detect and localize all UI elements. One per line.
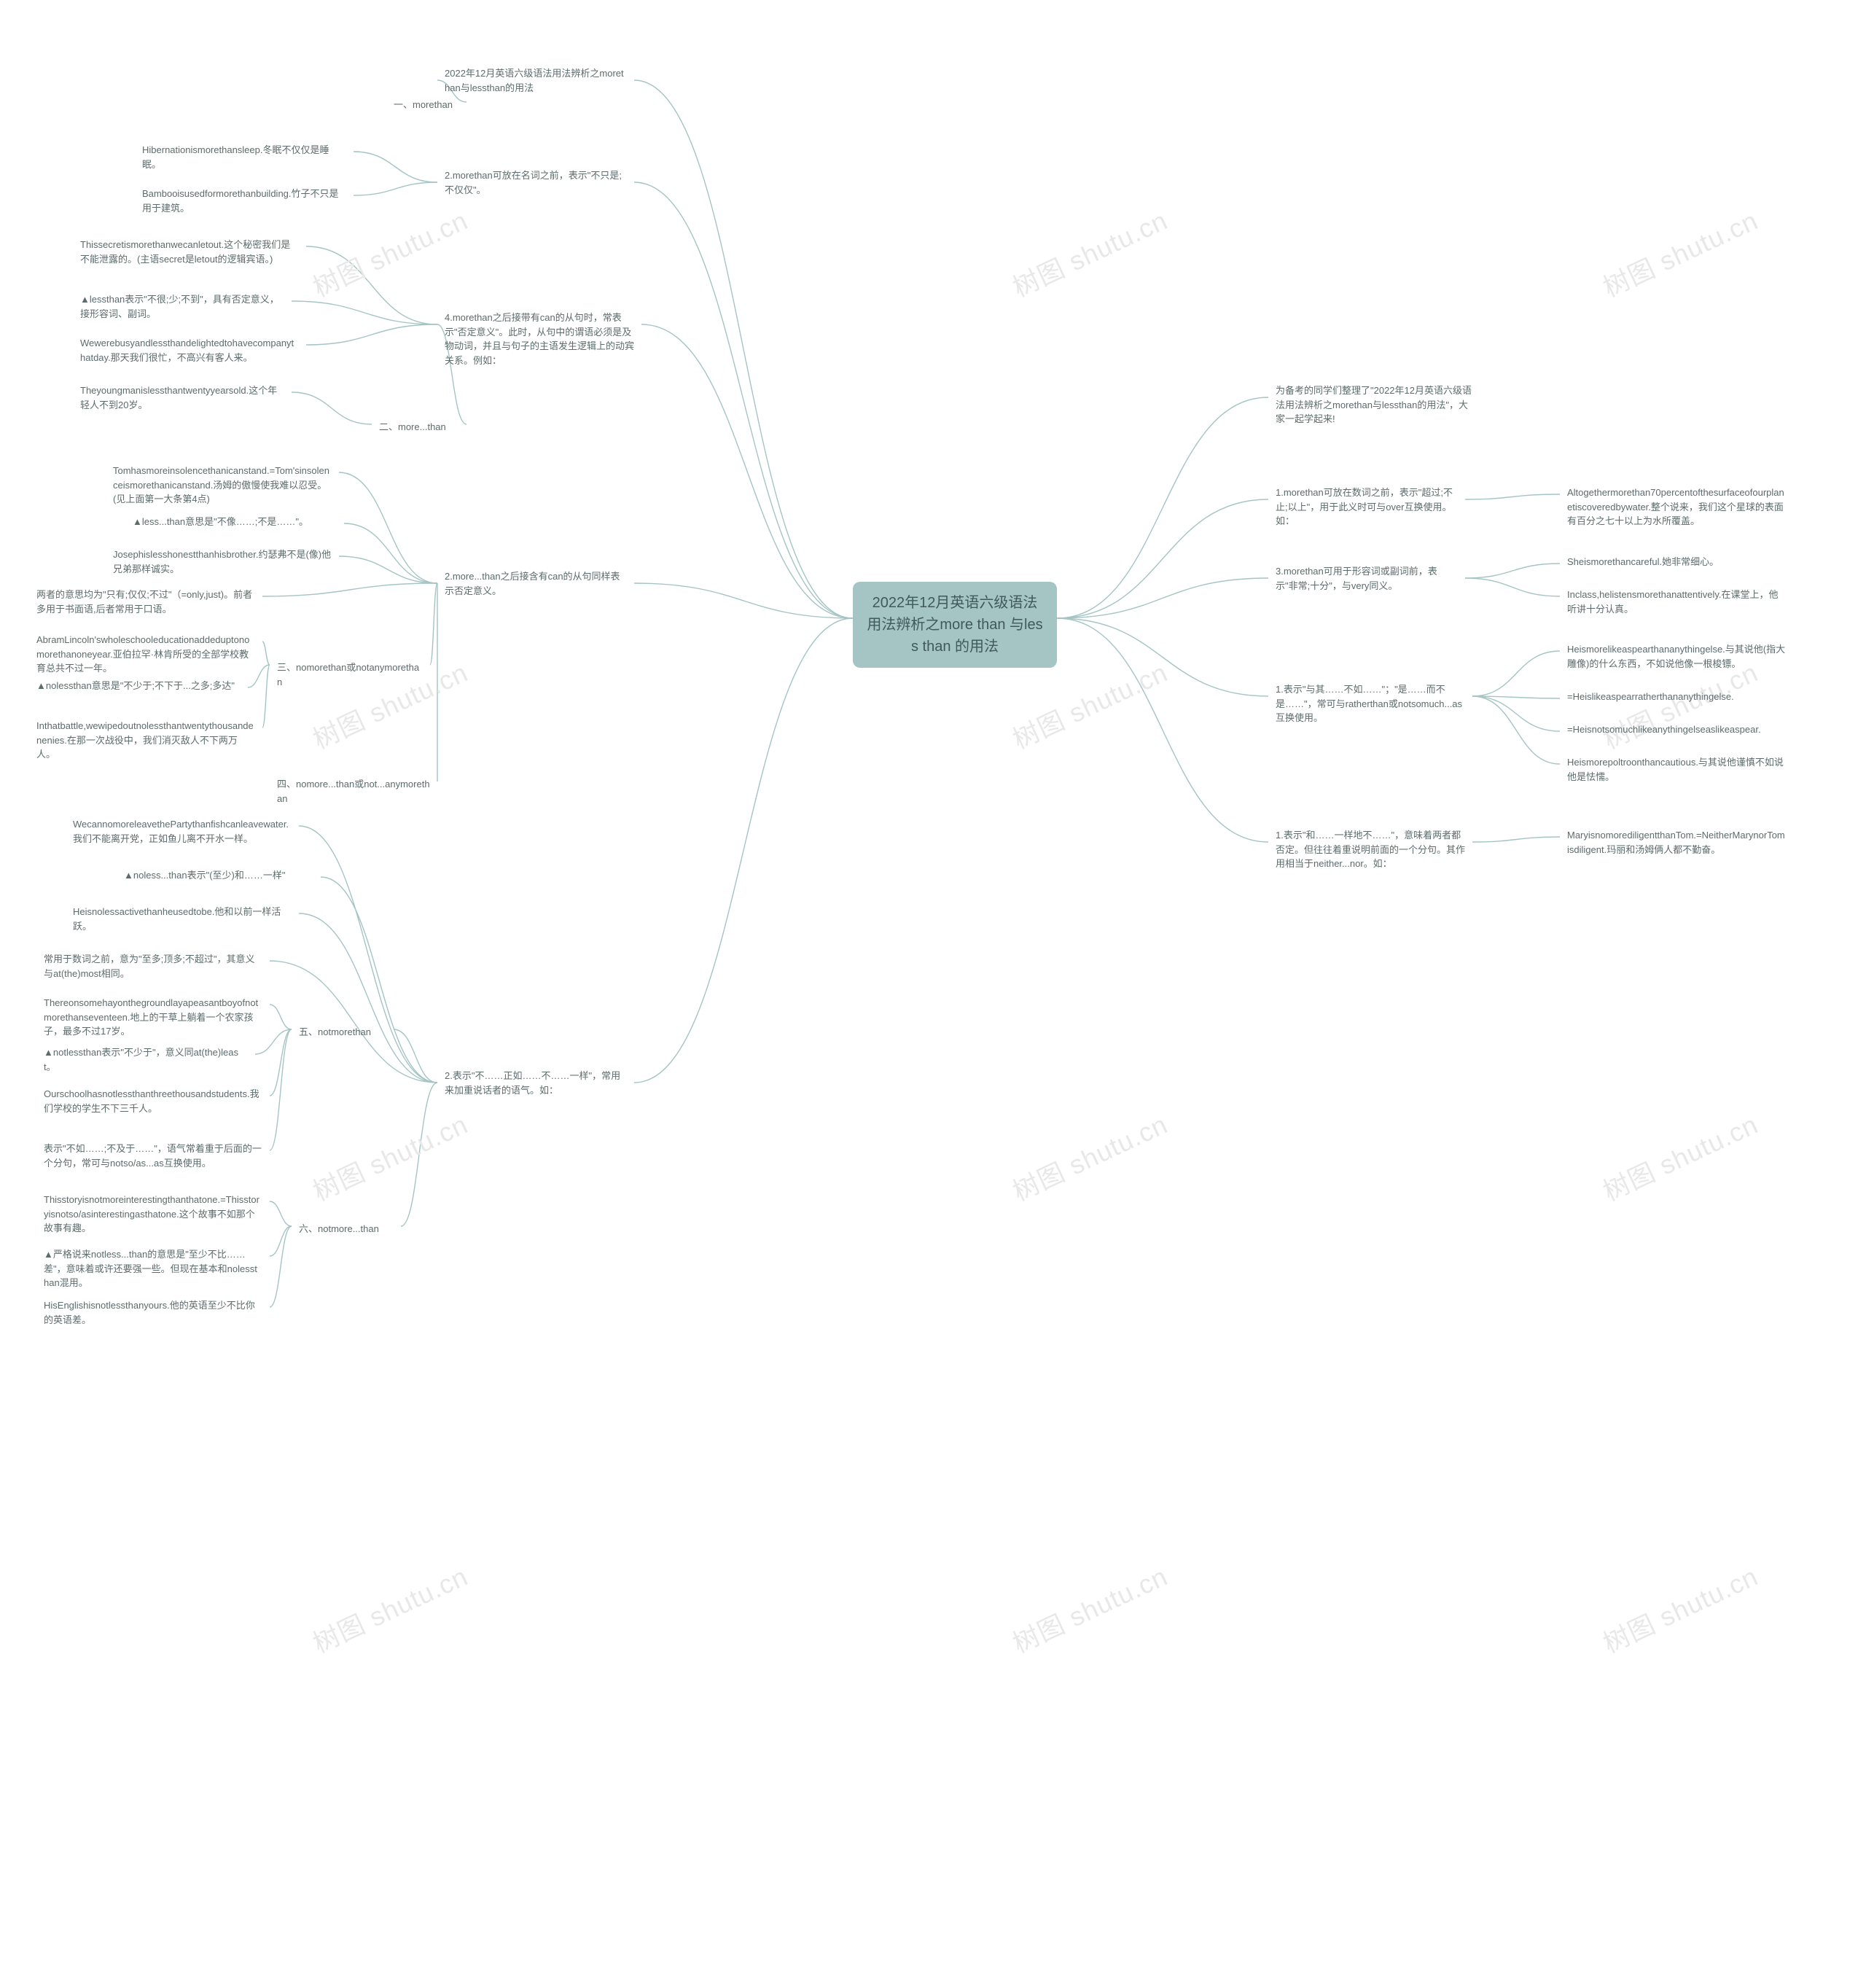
left-leaf-2-3: Theyoungmanislessthantwentyyearsold.这个年轻… [73,379,292,416]
left-branch-2: 4.morethan之后接带有can的从句时，常表示"否定意义"。此时，从句中的… [437,306,641,372]
left-sub-0: 一、morethan [386,93,466,117]
right-leaf-3-0: Heismorelikeaspearthananythingelse.与其说他(… [1560,638,1793,675]
left-leaf-4-5: ▲notlessthan表示"不少于"，意义同at(the)least。 [36,1041,255,1078]
left-leaf-3-6: Inthatbattle,wewipedoutnolessthantwentyt… [29,714,262,766]
left-tail-3: 四、nomore...than或not...anymorethan [270,773,437,810]
left-leaf-4-4: Thereonsomehayonthegroundlayapeasantboyo… [36,991,270,1043]
left-leaf-4-7: 表示"不如……;不及于……"，语气常着重于后面的一个分句，常可与notso/as… [36,1137,270,1174]
left-leaf-3-0: Tomhasmoreinsolencethanicanstand.=Tom'si… [106,459,339,511]
left-leaf-3-2: Josephislesshonestthanhisbrother.约瑟弗不是(像… [106,543,339,580]
left-branch-4: 2.表示"不……正如……不……一样"，常用来加重说话者的语气。如： [437,1064,634,1102]
right-leaf-2-1: Inclass,helistensmorethanattentively.在课堂… [1560,583,1793,620]
left-leaf-1-0: Hibernationismorethansleep.冬眠不仅仅是睡眠。 [135,139,354,176]
watermark: 树图 shutu.cn [306,1556,474,1661]
right-leaf-3-3: Heismorepoltroonthancautious.与其说他谨慎不如说他是… [1560,751,1793,788]
left-mid-3: 三、nomorethan或notanymorethan [270,656,430,693]
left-leaf-2-2: Wewerebusyandlessthandelightedtohavecomp… [73,332,306,369]
left-leaf-4-0: WecannomoreleavethePartythanfishcanleave… [66,813,299,850]
watermark: 树图 shutu.cn [306,1104,474,1209]
watermark: 树图 shutu.cn [1006,200,1174,305]
right-branch-4: 1.表示"和……一样地不……"，意味着两者都否定。但往往着重说明前面的一个分句。… [1268,824,1472,876]
left-leaf-4-2: Heisnolessactivethanheusedtobe.他和以前一样活跃。 [66,900,299,938]
left-leaf-4-8: Thisstoryisnotmoreinterestingthanthatone… [36,1188,270,1240]
center-node: 2022年12月英语六级语法用法辨析之more than 与less than … [853,582,1057,668]
watermark: 树图 shutu.cn [1596,1556,1764,1661]
left-leaf-1-1: Bambooisusedformorethanbuilding.竹子不只是用于建… [135,182,354,219]
left-tail-2: 二、more...than [372,416,466,439]
left-leaf-3-5: ▲nolessthan意思是"不少于;不下于...之多;多达" [29,674,248,698]
left-leaf-4-6: Ourschoolhasnotlessthanthreethousandstud… [36,1083,270,1120]
left-tail-4: 六、notmore...than [292,1217,401,1241]
left-leaf-4-9: ▲严格说来notless...than的意思是"至少不比……差"，意味着或许还要… [36,1243,270,1295]
left-branch-0: 2022年12月英语六级语法用法辨析之morethan与lessthan的用法 [437,62,634,99]
right-branch-0: 为备考的同学们整理了"2022年12月英语六级语法用法辨析之morethan与l… [1268,379,1480,431]
right-leaf-4-0: MaryisnomorediligentthanTom.=NeitherMary… [1560,824,1793,861]
left-leaf-4-1: ▲noless...than表示"(至少)和……一样" [117,864,321,887]
watermark: 树图 shutu.cn [1006,1104,1174,1209]
watermark: 树图 shutu.cn [1596,200,1764,305]
left-leaf-3-3: 两者的意思均为"只有;仅仅;不过"（=only,just)。前者多用于书面语,后… [29,583,262,620]
left-leaf-2-0: Thissecretismorethanwecanletout.这个秘密我们是不… [73,233,306,270]
right-leaf-2-0: Sheismorethancareful.她非常细心。 [1560,550,1779,574]
left-leaf-2-1: ▲lessthan表示"不很;少;不到"，具有否定意义，接形容词、副词。 [73,288,292,325]
right-branch-3: 1.表示"与其……不如……"；"是……而不是……"，常可与ratherthan或… [1268,678,1472,730]
left-leaf-4-10: HisEnglishisnotlessthanyours.他的英语至少不比你的英… [36,1294,270,1331]
watermark: 树图 shutu.cn [1596,1104,1764,1209]
left-mid-4: 五、notmorethan [292,1021,394,1044]
left-leaf-3-1: ▲less...than意思是"不像……;不是……"。 [125,510,344,534]
watermark: 树图 shutu.cn [1006,1556,1174,1661]
left-branch-1: 2.morethan可放在名词之前，表示"不只是;不仅仅"。 [437,164,634,201]
right-branch-1: 1.morethan可放在数词之前，表示"超过;不止;以上"，用于此义时可与ov… [1268,481,1465,533]
right-leaf-3-2: =Heisnotsomuchlikeanythingelseaslikeaspe… [1560,718,1793,741]
right-branch-2: 3.morethan可用于形容词或副词前，表示"非常;十分"，与very同义。 [1268,560,1465,597]
right-leaf-3-1: =Heislikeaspearratherthananythingelse. [1560,685,1779,709]
left-leaf-3-4: AbramLincoln'swholeschooleducationaddedu… [29,628,262,680]
right-leaf-1-0: Altogethermorethan70percentofthesurfaceo… [1560,481,1793,533]
left-leaf-4-3: 常用于数词之前，意为"至多;顶多;不超过"，其意义与at(the)most相同。 [36,948,270,985]
left-branch-3: 2.more...than之后接含有can的从句同样表示否定意义。 [437,565,634,602]
